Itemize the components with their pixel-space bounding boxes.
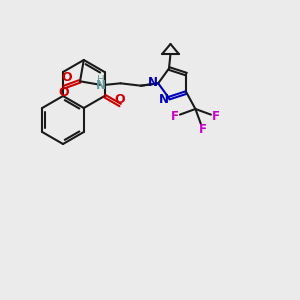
Text: N: N	[148, 76, 158, 89]
Text: F: F	[212, 110, 220, 123]
Text: N: N	[159, 93, 169, 106]
Text: O: O	[115, 93, 125, 106]
Text: N: N	[96, 79, 106, 92]
Text: F: F	[171, 110, 179, 123]
Text: F: F	[199, 123, 207, 136]
Text: H: H	[98, 75, 105, 85]
Text: O: O	[58, 86, 69, 99]
Text: O: O	[61, 71, 72, 84]
